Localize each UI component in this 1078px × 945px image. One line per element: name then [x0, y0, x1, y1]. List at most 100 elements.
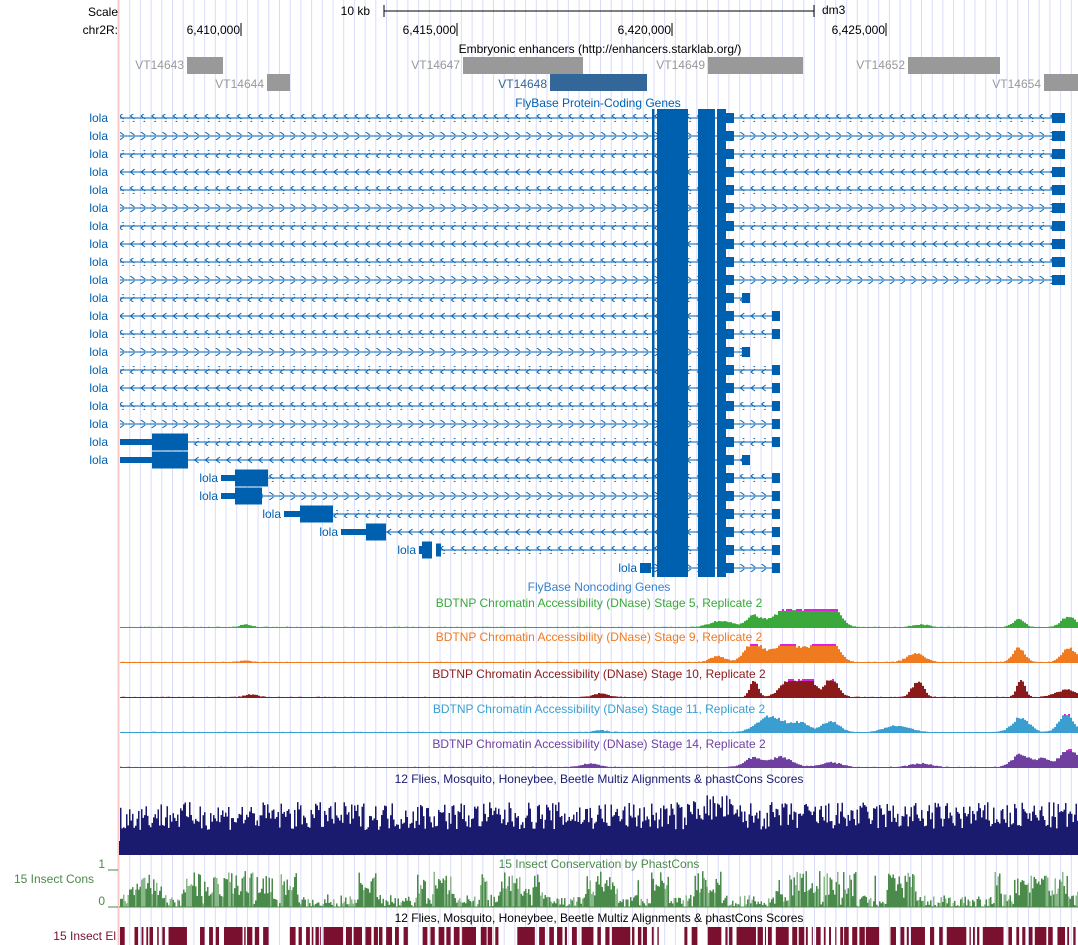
- gene-label[interactable]: lola: [89, 255, 108, 269]
- gene-model[interactable]: [120, 217, 1065, 235]
- signal-bar: [446, 767, 448, 768]
- signal-bar: [916, 730, 918, 733]
- enhancer-label[interactable]: VT14654: [992, 77, 1041, 91]
- gene-label[interactable]: lola: [199, 489, 218, 503]
- exon: [657, 469, 688, 487]
- signal-bar: [964, 662, 966, 663]
- gene-label[interactable]: lola: [89, 237, 108, 251]
- gene-label[interactable]: lola: [89, 309, 108, 323]
- gene-model[interactable]: [120, 127, 1065, 145]
- elements-track-title[interactable]: 12 Flies, Mosquito, Honeybee, Beetle Mul…: [394, 911, 804, 925]
- gene-label[interactable]: lola: [89, 111, 108, 125]
- gene-label[interactable]: lola: [319, 525, 338, 539]
- gene-model[interactable]: [419, 541, 780, 559]
- gene-label[interactable]: lola: [262, 507, 281, 521]
- gene-model[interactable]: [221, 487, 780, 505]
- signal-bar: [510, 696, 512, 698]
- gene-model[interactable]: [120, 145, 1065, 163]
- multiz-bar: [153, 817, 155, 855]
- signal-bar: [474, 697, 476, 698]
- gene-model[interactable]: [640, 559, 780, 577]
- exon: [652, 163, 655, 181]
- gene-model[interactable]: [120, 163, 1065, 181]
- gene-model[interactable]: [120, 451, 750, 469]
- signal-bar: [500, 662, 502, 663]
- gene-model[interactable]: [120, 235, 1065, 253]
- gene-label[interactable]: lola: [89, 219, 108, 233]
- dnase-track-title[interactable]: BDTNP Chromatin Accessibility (DNase) St…: [435, 596, 763, 610]
- gene-model[interactable]: [120, 181, 1065, 199]
- gene-label[interactable]: lola: [397, 543, 416, 557]
- enhancer-label[interactable]: VT14648: [498, 77, 547, 91]
- signal-bar: [316, 767, 318, 768]
- multiz-bar: [888, 810, 890, 855]
- gene-label[interactable]: lola: [89, 147, 108, 161]
- gene-label[interactable]: lola: [89, 165, 108, 179]
- phastcons-bar: [859, 899, 861, 907]
- phastcons-bar: [957, 905, 959, 907]
- signal-bar: [896, 661, 898, 663]
- phastcons-bar: [910, 887, 912, 907]
- gene-label[interactable]: lola: [89, 327, 108, 341]
- enhancer-label[interactable]: VT14649: [656, 58, 705, 72]
- gene-model[interactable]: [120, 397, 780, 415]
- signal-bar: [762, 718, 764, 733]
- gene-model[interactable]: [120, 433, 780, 451]
- gene-model[interactable]: [120, 361, 780, 379]
- gene-label[interactable]: lola: [89, 363, 108, 377]
- enhancers-track-title[interactable]: Embryonic enhancers (http://enhancers.st…: [458, 42, 742, 56]
- gene-model[interactable]: [120, 307, 780, 325]
- gene-model[interactable]: [284, 505, 780, 523]
- multiz-track-title[interactable]: 12 Flies, Mosquito, Honeybee, Beetle Mul…: [394, 772, 804, 786]
- gene-model[interactable]: [120, 253, 1065, 271]
- gene-label[interactable]: lola: [89, 183, 108, 197]
- phastcons-side-label[interactable]: 15 Insect Cons: [13, 872, 94, 886]
- gene-model[interactable]: [120, 109, 1065, 127]
- gene-model[interactable]: [341, 523, 780, 541]
- dnase-track-title[interactable]: BDTNP Chromatin Accessibility (DNase) St…: [432, 667, 766, 681]
- enhancer-label[interactable]: VT14644: [215, 77, 264, 91]
- multiz-bar: [442, 812, 444, 855]
- gene-model[interactable]: [221, 469, 780, 487]
- gene-model[interactable]: [120, 325, 780, 343]
- gene-label[interactable]: lola: [89, 129, 108, 143]
- noncoding-track-title[interactable]: FlyBase Noncoding Genes: [527, 580, 671, 594]
- dnase-track-title[interactable]: BDTNP Chromatin Accessibility (DNase) St…: [432, 702, 766, 716]
- gene-label[interactable]: lola: [89, 399, 108, 413]
- gene-model[interactable]: [120, 271, 1065, 289]
- enhancer-label[interactable]: VT14647: [411, 58, 460, 72]
- gene-model[interactable]: [120, 379, 780, 397]
- dnase-track-title[interactable]: BDTNP Chromatin Accessibility (DNase) St…: [435, 630, 763, 644]
- signal-bar: [326, 662, 328, 663]
- enhancer-label[interactable]: VT14652: [856, 58, 905, 72]
- gene-label[interactable]: lola: [89, 435, 108, 449]
- signal-bar: [620, 767, 622, 768]
- gene-label[interactable]: lola: [89, 417, 108, 431]
- gene-label[interactable]: lola: [199, 471, 218, 485]
- elements-side-label[interactable]: 15 Insect El: [53, 929, 116, 943]
- phastcons-bar: [528, 889, 530, 907]
- dnase-track-title[interactable]: BDTNP Chromatin Accessibility (DNase) St…: [432, 737, 766, 751]
- gene-label[interactable]: lola: [89, 453, 108, 467]
- gene-label[interactable]: lola: [89, 345, 108, 359]
- gene-model[interactable]: [120, 199, 1065, 217]
- multiz-bar: [265, 818, 267, 855]
- phastcons-bar: [621, 902, 623, 907]
- phastcons-bar: [261, 888, 263, 907]
- gene-model[interactable]: [120, 415, 780, 433]
- gene-label[interactable]: lola: [89, 291, 108, 305]
- gene-model[interactable]: [120, 289, 750, 307]
- enhancer-label[interactable]: VT14643: [135, 58, 184, 72]
- phastcons-bar: [468, 899, 470, 907]
- signal-bar: [124, 626, 126, 628]
- signal-bar: [678, 662, 680, 663]
- gene-label[interactable]: lola: [618, 561, 637, 575]
- gene-label[interactable]: lola: [89, 201, 108, 215]
- gene-model[interactable]: [120, 343, 750, 361]
- phastcons-track-title[interactable]: 15 Insect Conservation by PhastCons: [498, 857, 700, 871]
- gene-label[interactable]: lola: [89, 273, 108, 287]
- signal-bar: [782, 721, 784, 733]
- genes-track-title[interactable]: FlyBase Protein-Coding Genes: [515, 96, 681, 110]
- gene-label[interactable]: lola: [89, 381, 108, 395]
